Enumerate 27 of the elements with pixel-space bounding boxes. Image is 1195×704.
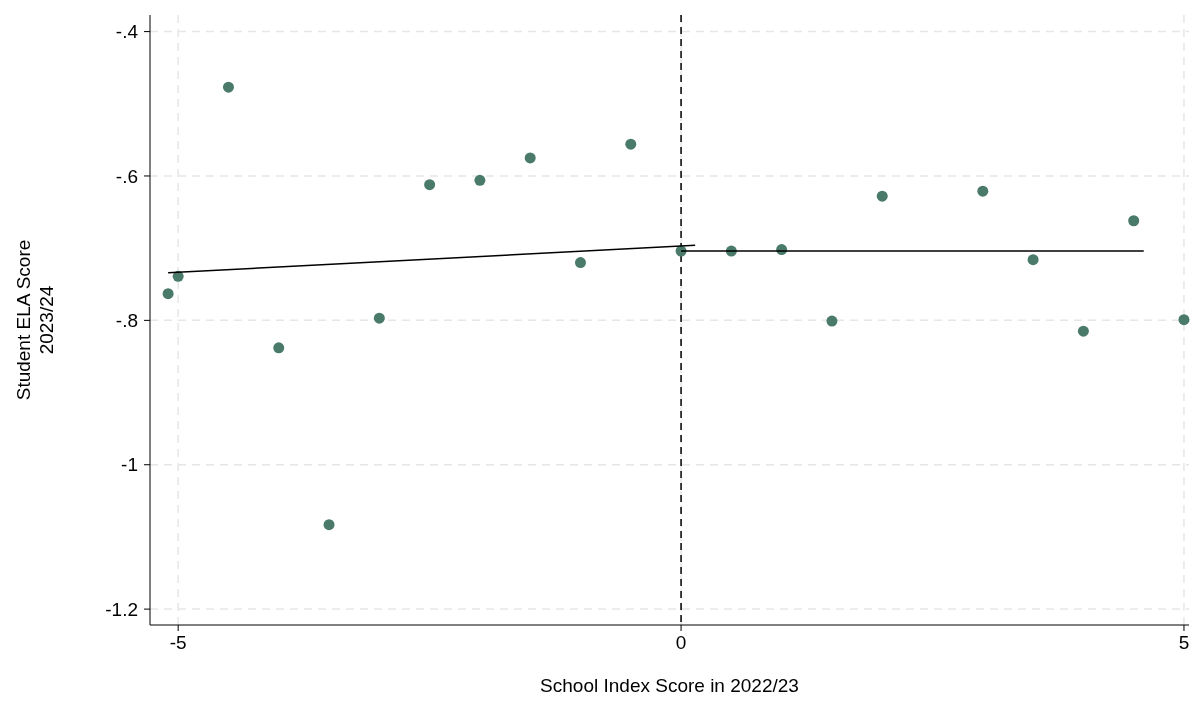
- y-tick-label: -.4: [115, 21, 139, 43]
- point: [474, 174, 486, 186]
- point: [876, 190, 888, 202]
- point: [1128, 215, 1140, 227]
- point: [162, 288, 174, 300]
- y-tick-label: -1: [121, 454, 138, 476]
- x-axis-title: School Index Score in 2022/23: [540, 675, 799, 696]
- point: [1178, 314, 1190, 326]
- y-tick-label: -.6: [115, 165, 138, 187]
- point: [977, 185, 989, 197]
- point: [574, 257, 586, 269]
- x-tick-label: 5: [1178, 632, 1190, 653]
- point: [524, 152, 536, 164]
- point: [826, 315, 838, 327]
- point: [323, 519, 335, 531]
- point: [1077, 325, 1089, 337]
- y-tick-label: -1.2: [105, 598, 138, 620]
- y-axis-title: Student ELA Score 2023/24: [13, 239, 57, 401]
- point: [273, 342, 285, 354]
- y-tick-label: -.8: [115, 310, 138, 332]
- point: [625, 138, 637, 150]
- point: [1027, 254, 1039, 266]
- point: [222, 81, 234, 93]
- point: [373, 312, 385, 324]
- x-tick-label: 0: [675, 632, 687, 653]
- x-tick-label: -5: [169, 632, 187, 653]
- point: [424, 179, 436, 191]
